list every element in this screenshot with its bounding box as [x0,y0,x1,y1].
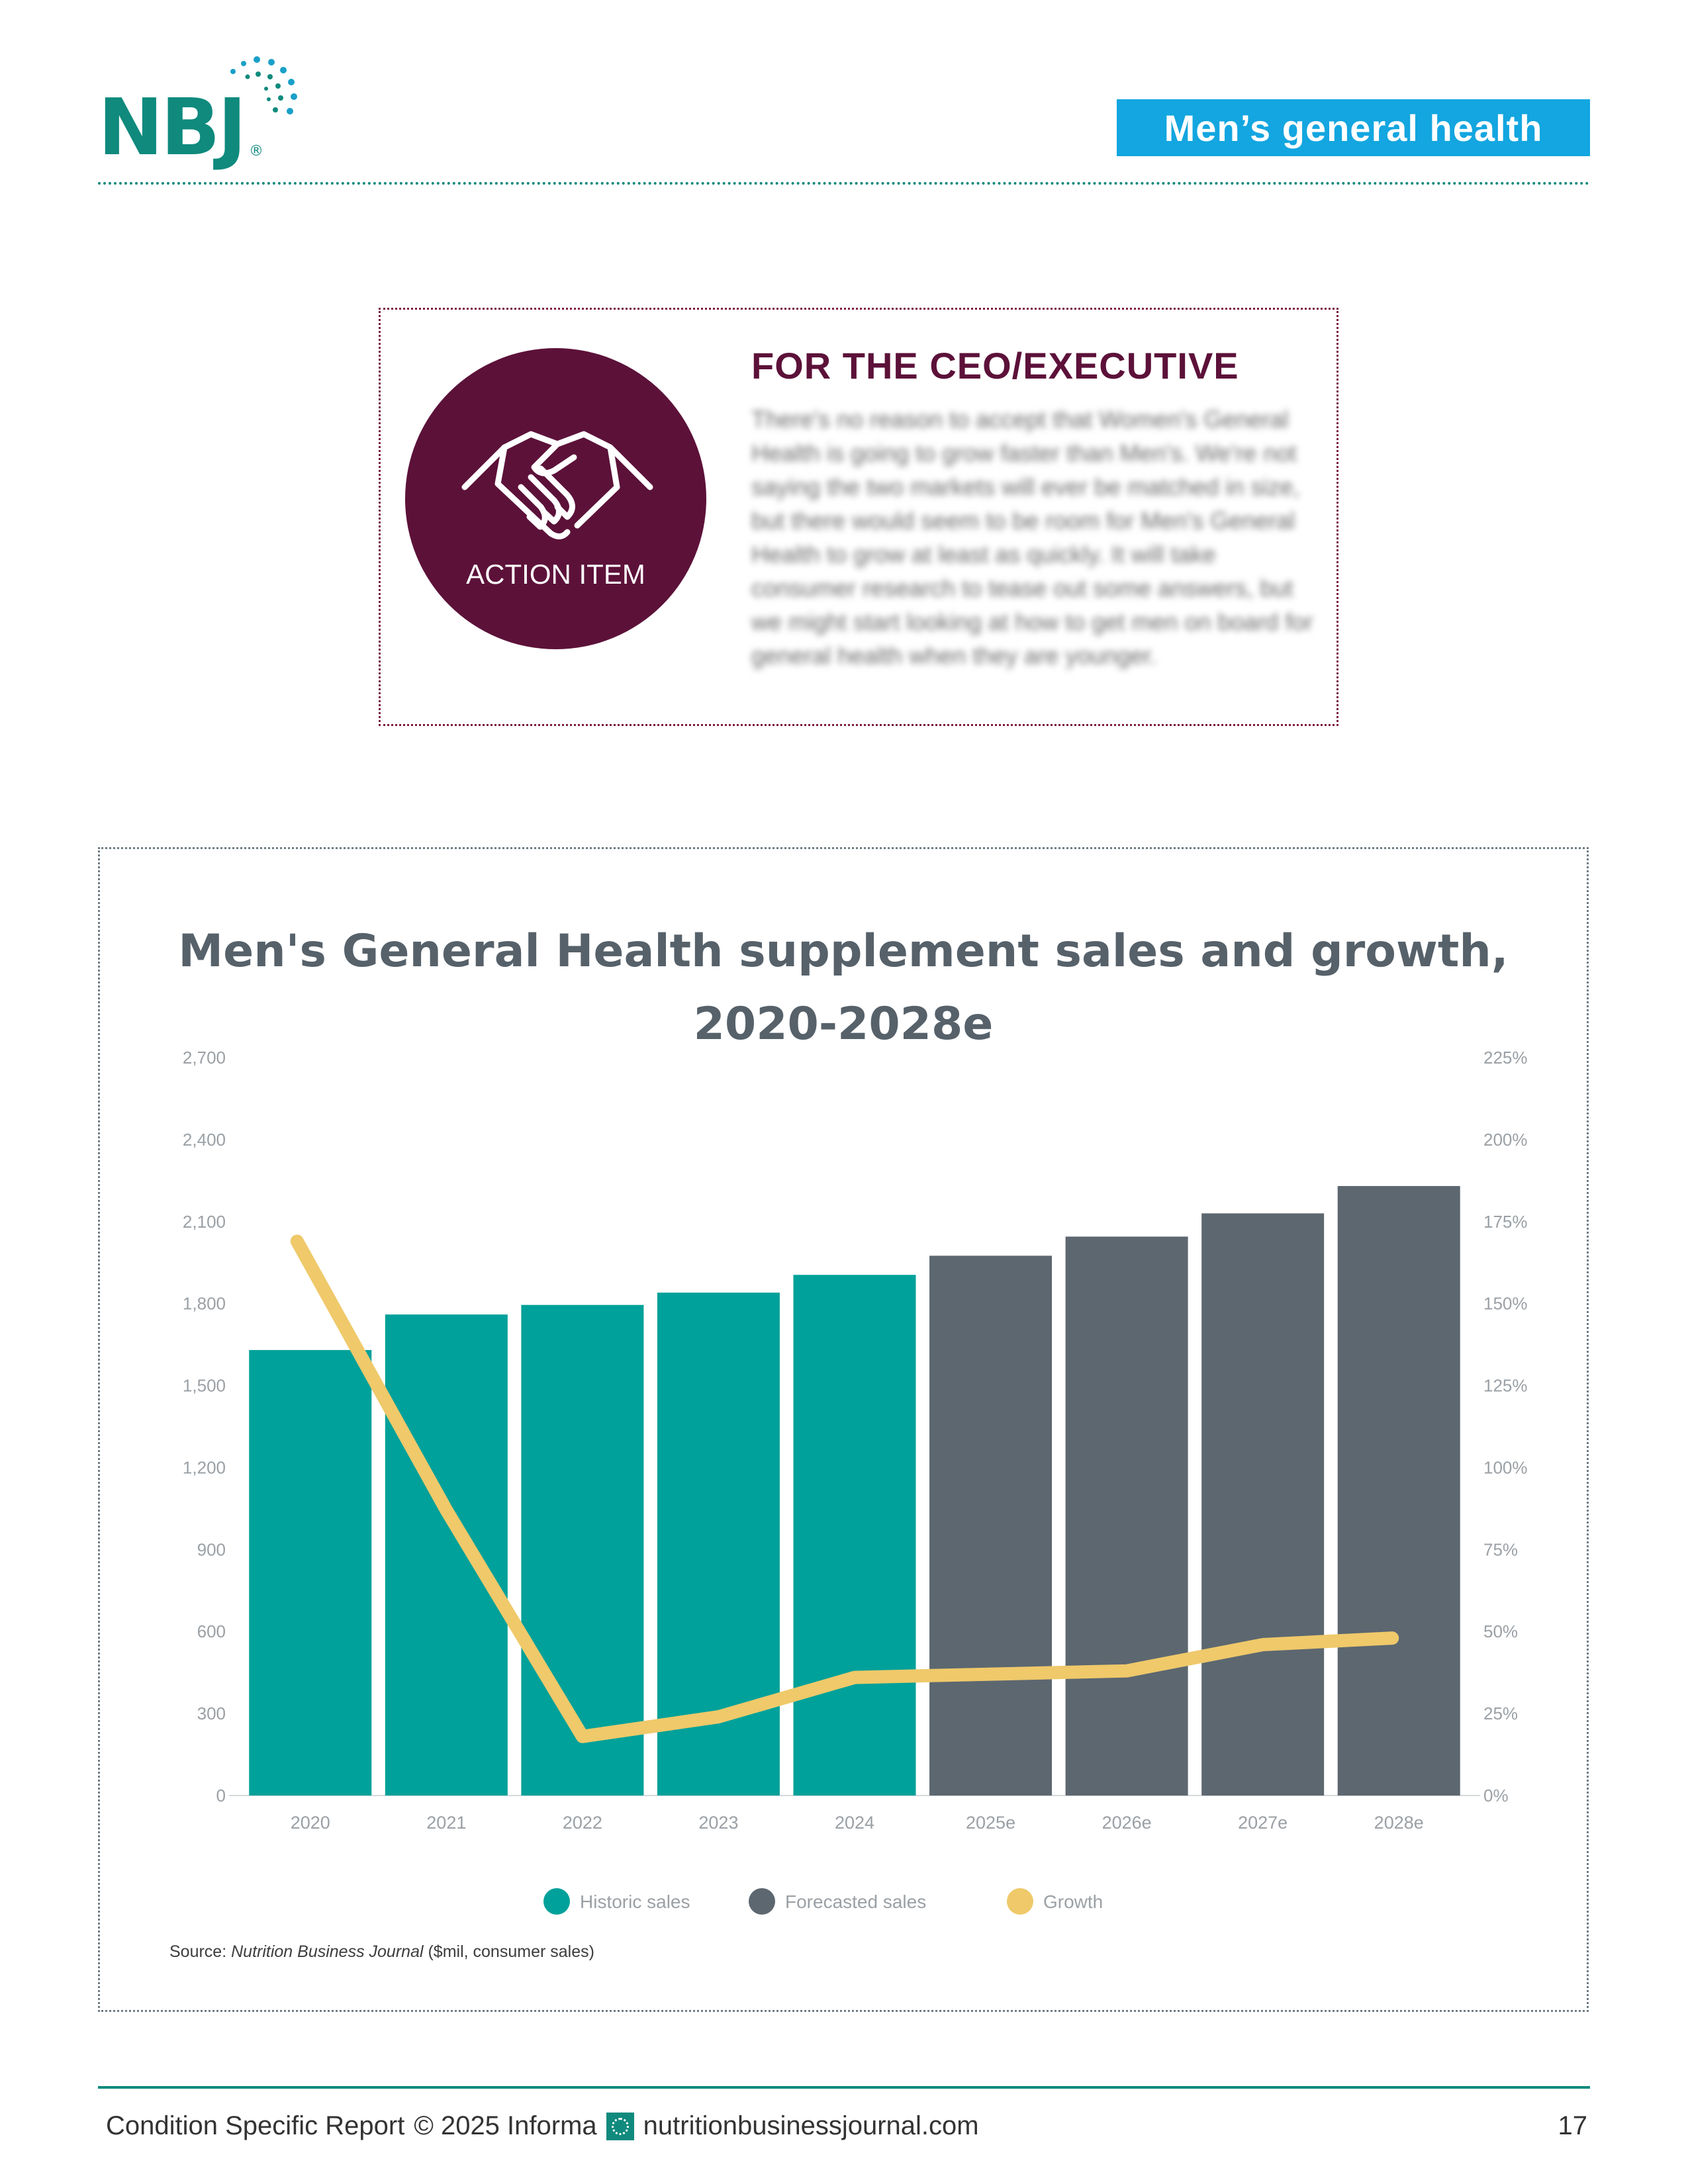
y-left-tick-label: 900 [197,1539,226,1559]
action-item-heading: FOR THE CEO/EXECUTIVE [751,345,1239,387]
bar-2028e [1337,1186,1460,1796]
x-tick-label: 2022 [563,1813,602,1833]
nbj-mini-icon [606,2112,634,2140]
y-left-tick-label: 2,700 [183,1048,226,1068]
nbj-logo: NBJ ® [98,52,303,173]
growth-point-2024 [853,1676,856,1679]
y-right-tick-label: 100% [1483,1457,1528,1477]
y-left-tick-label: 300 [197,1704,226,1723]
header-divider [98,182,1590,185]
y-right-tick-label: 25% [1483,1704,1518,1723]
registered-mark: ® [249,143,263,159]
section-tag-label: Men’s general health [1164,107,1543,149]
growth-point-2023 [717,1715,720,1719]
chart-container: Men's General Health supplement sales an… [98,847,1589,2012]
y-left-tick-label: 600 [197,1621,226,1641]
section-tag: Men’s general health [1117,99,1590,156]
x-tick-label: 2021 [426,1813,466,1833]
growth-point-2027e [1261,1643,1264,1647]
action-item-box: ACTION ITEM FOR THE CEO/EXECUTIVE There'… [379,308,1338,726]
bar-2027e [1201,1213,1325,1796]
logo-wordmark: NBJ [98,81,247,173]
x-tick-label: 2028e [1374,1813,1424,1833]
footer-divider [98,2086,1590,2089]
bar-2021 [385,1314,508,1796]
y-right-tick-label: 150% [1483,1294,1528,1314]
legend-swatch [1007,1888,1033,1915]
y-right-tick-label: 200% [1483,1130,1528,1150]
growth-point-2020 [295,1240,299,1243]
y-right-tick-label: 0% [1483,1786,1509,1805]
sales-growth-chart: 0 0% 300 25% 600 50% 900 75% 1,200 100% 1,500 125% 1… [183,1048,1528,1915]
handshake-icon [461,431,653,539]
chart-title: Men's General Health supplement sales an… [178,925,1509,978]
y-left-tick-label: 1,200 [183,1457,226,1477]
legend-label: Historic sales [580,1891,690,1912]
bar-2025e [929,1255,1053,1796]
footer-url[interactable]: nutritionbusinessjournal.com [643,2111,979,2140]
legend-label: Growth [1043,1891,1103,1912]
growth-point-2028e [1391,1637,1394,1640]
x-tick-label: 2024 [835,1813,874,1833]
chart-source: Source: Nutrition Business Journal ($mil… [169,1942,594,1961]
action-item-body: There's no reason to accept that Women's… [751,406,1313,669]
footer-report: Condition Specific Report [106,2111,405,2140]
y-right-tick-label: 175% [1483,1212,1528,1232]
y-right-tick-label: 50% [1483,1621,1518,1641]
growth-point-2025e [989,1672,992,1676]
y-left-tick-label: 0 [216,1786,226,1805]
x-tick-label: 2020 [291,1813,330,1833]
bar-2022 [521,1304,644,1796]
page-number: 17 [1558,2111,1588,2140]
legend-label: Forecasted sales [785,1891,926,1912]
chart-subtitle: 2020-2028e [693,998,994,1050]
x-tick-label: 2027e [1238,1813,1288,1833]
footer: Condition Specific Report © 2025 Informa… [106,2111,979,2141]
x-tick-label: 2023 [698,1813,738,1833]
x-tick-label: 2025e [966,1813,1015,1833]
y-left-tick-label: 1,500 [183,1376,226,1396]
legend-swatch [543,1888,570,1915]
y-left-tick-label: 1,800 [183,1294,226,1314]
x-tick-label: 2026e [1102,1813,1152,1833]
bar-2020 [249,1349,372,1796]
footer-copyright: © 2025 Informa [414,2111,597,2140]
y-right-tick-label: 125% [1483,1376,1528,1396]
y-left-tick-label: 2,100 [183,1212,226,1232]
y-left-tick-label: 2,400 [183,1130,226,1150]
bar-2024 [793,1275,916,1796]
y-right-tick-label: 75% [1483,1539,1518,1559]
growth-point-2026e [1125,1669,1129,1672]
growth-point-2022 [581,1735,584,1738]
growth-point-2021 [445,1508,448,1512]
starburst-icon [230,56,297,114]
action-item-label: ACTION ITEM [466,559,645,590]
y-right-tick-label: 225% [1483,1048,1528,1068]
legend-swatch [749,1888,775,1915]
bar-2026e [1065,1236,1188,1796]
action-item-badge: ACTION ITEM [405,348,706,649]
